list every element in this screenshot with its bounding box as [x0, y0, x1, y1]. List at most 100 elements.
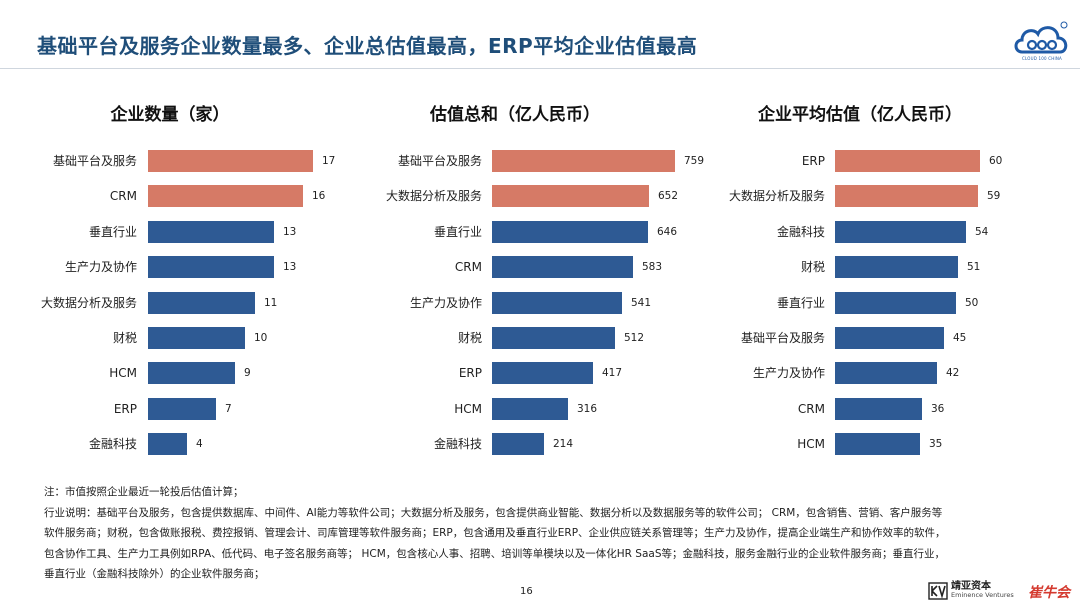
category-label: 基础平台及服务: [397, 154, 482, 168]
bar: [148, 291, 255, 314]
category-label: HCM: [454, 401, 482, 416]
bar: [492, 256, 633, 279]
value-label: 541: [631, 296, 652, 309]
category-label: CRM: [454, 260, 482, 275]
category-label: 大数据分析及服务: [385, 189, 482, 204]
value-label: 214: [553, 438, 574, 451]
bar-row: ERP 417: [345, 362, 685, 385]
value-label: 16: [312, 190, 326, 203]
category-label: ERP: [458, 366, 482, 381]
category-label: ERP: [113, 401, 137, 416]
bar: [835, 220, 966, 243]
page-number: 16: [520, 586, 533, 597]
chart-title: 估值总和（亿人民币）: [430, 105, 600, 125]
bar-row: 金融科技 4: [0, 433, 340, 456]
bar-row: CRM 36: [690, 397, 1030, 420]
chart-panel: 企业数量（家） 基础平台及服务 17 CRM 16 垂直行业 13 生产力及协作 13 大数据分析…: [0, 100, 340, 470]
bar-row: HCM 316: [345, 397, 685, 420]
value-label: 10: [254, 332, 268, 344]
category-label: 财税: [112, 331, 137, 345]
bar-row: ERP 60: [690, 150, 1030, 172]
bar-row: 垂直行业 50: [690, 291, 1030, 314]
value-label: 51: [967, 261, 981, 274]
bar: [835, 185, 978, 208]
value-label: 35: [929, 438, 943, 451]
bar-row: CRM 583: [345, 256, 685, 279]
bar-row: 垂直行业 646: [345, 220, 685, 243]
chart-title: 企业数量（家）: [110, 105, 230, 125]
value-label: 7: [225, 402, 232, 415]
note-line: 软件服务商；财税，包含做账报税、费控报销、管理会计、司库管理等软件服务商；ERP…: [44, 527, 946, 539]
note-line: 注：市值按照企业最近一轮投后估值计算；: [44, 486, 244, 498]
value-label: 50: [965, 296, 979, 309]
value-label: 316: [577, 402, 598, 415]
category-label: 垂直行业: [776, 295, 825, 310]
bar: [835, 291, 956, 314]
bar: [492, 362, 593, 385]
title-divider: [0, 68, 1080, 69]
category-label: 金融科技: [776, 224, 825, 239]
bar: [148, 362, 235, 385]
category-label: 金融科技: [88, 437, 137, 452]
eminence-en: Eminence Ventures: [951, 591, 1014, 599]
note-line: 行业说明：基础平台及服务，包含提供数据库、中间件、AI能力等软件公司；大数据分析…: [44, 506, 943, 519]
value-label: 583: [642, 261, 663, 274]
value-label: 512: [624, 332, 645, 344]
chart-panel: 企业平均估值（亿人民币） ERP 60 大数据分析及服务 59 金融科技 54 财税 51 垂直行…: [690, 100, 1030, 470]
category-label: 财税: [800, 260, 825, 275]
bar: [492, 327, 615, 349]
bar-row: 基础平台及服务 17: [0, 150, 340, 172]
eminence-cn: 靖亚资本: [951, 581, 991, 592]
bar: [492, 291, 622, 314]
bar-row: HCM 9: [0, 362, 340, 385]
value-label: 759: [684, 155, 705, 167]
bar: [148, 256, 274, 279]
category-label: CRM: [109, 189, 137, 204]
category-label: 垂直行业: [88, 224, 137, 239]
value-label: 42: [946, 367, 960, 380]
chart-title: 企业平均估值（亿人民币）: [758, 105, 962, 125]
category-label: 金融科技: [433, 437, 482, 452]
cloud100-logo: [1014, 21, 1068, 54]
value-label: 652: [658, 190, 679, 203]
bar-row: 财税 51: [690, 256, 1030, 279]
value-label: 45: [953, 332, 967, 344]
bar-row: 大数据分析及服务 11: [0, 291, 340, 314]
note-line: 垂直行业（金融科技除外）的企业软件服务商；: [44, 568, 265, 580]
bar: [148, 185, 303, 208]
bar-row: 生产力及协作 13: [0, 256, 340, 279]
logo-text: CLOUD 100 CHINA: [1022, 56, 1062, 61]
category-label: HCM: [797, 437, 825, 452]
bar-row: 金融科技 54: [690, 220, 1030, 243]
bar: [492, 220, 648, 243]
category-label: 生产力及协作: [409, 295, 482, 310]
bar-row: 财税 512: [345, 327, 685, 349]
bar-row: CRM 16: [0, 185, 340, 208]
category-label: 基础平台及服务: [52, 154, 137, 168]
bar: [492, 433, 544, 456]
bar-row: 生产力及协作 42: [690, 362, 1030, 385]
bar-row: ERP 7: [0, 397, 340, 420]
bar-row: 金融科技 214: [345, 433, 685, 456]
category-label: 大数据分析及服务: [728, 189, 825, 204]
eminence-mark-icon: [928, 582, 948, 600]
category-label: CRM: [797, 401, 825, 416]
value-label: 59: [987, 190, 1001, 203]
category-label: 生产力及协作: [64, 260, 137, 275]
bar-row: 基础平台及服务 759: [345, 150, 704, 172]
bar: [148, 220, 274, 243]
category-label: 生产力及协作: [752, 366, 825, 381]
bar: [835, 362, 937, 385]
bar-row: 大数据分析及服务 59: [690, 185, 1030, 208]
page-title: 基础平台及服务企业数量最多、企业总估值最高，ERP平均企业估值最高: [37, 34, 698, 58]
note-line: 包含协作工具、生产力工具例如RPA、低代码、电子签名服务商等； HCM，包含核心…: [44, 547, 945, 560]
bar: [148, 327, 245, 349]
bar-row: 财税 10: [0, 327, 340, 349]
bar: [835, 397, 922, 420]
value-label: 9: [244, 367, 251, 380]
bar: [148, 397, 216, 420]
bar-row: 基础平台及服务 45: [690, 327, 1030, 349]
category-label: 基础平台及服务: [740, 331, 825, 345]
category-label: 垂直行业: [433, 224, 482, 239]
eminence-logo: 靖亚资本 Eminence Ventures: [928, 581, 1014, 601]
